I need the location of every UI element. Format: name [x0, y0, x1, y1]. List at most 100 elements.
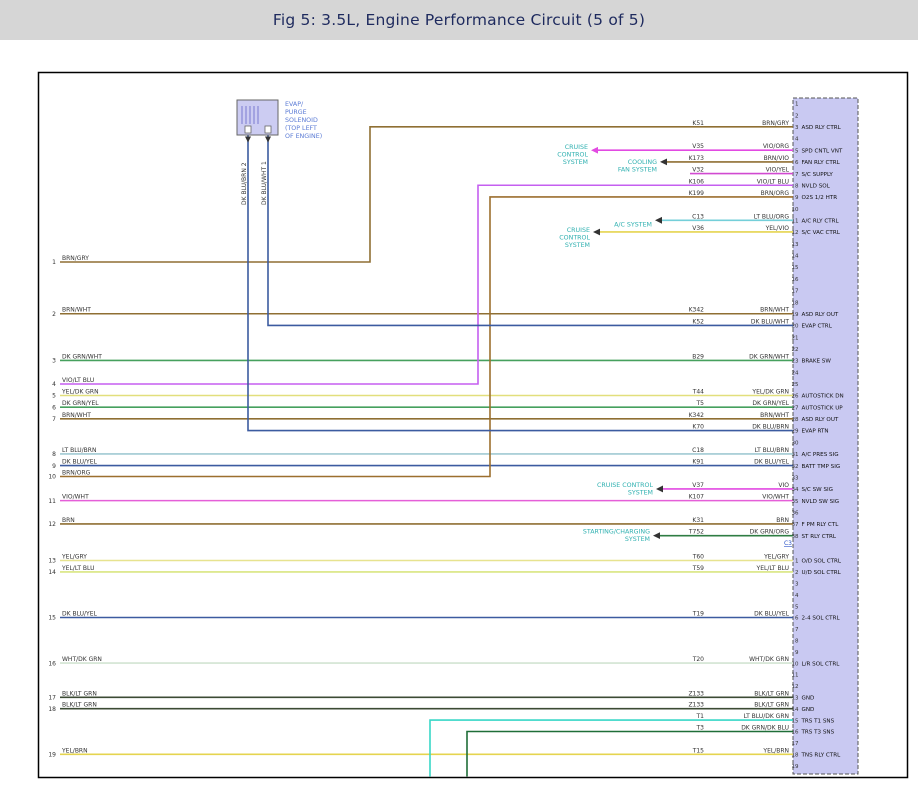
connector-pin-number: 7	[795, 627, 799, 633]
left-wire-color-label: LT BLU/BRN	[62, 447, 96, 454]
connector-pin-number: 30	[792, 440, 799, 446]
circuit-id: T59	[692, 565, 704, 572]
connector-link[interactable]: C3	[784, 540, 792, 547]
component-label: OF ENGINE)	[285, 133, 322, 140]
connector-pin-label: EVAP RTN	[802, 429, 829, 435]
connector-pin-number: 26	[792, 394, 799, 400]
circuit-id: T3	[696, 725, 705, 732]
connector-pin-number: 4	[795, 137, 799, 143]
wire-color-label: YEL/VIO	[765, 225, 790, 232]
left-wire-color-label: YEL/LT BLU	[61, 565, 94, 572]
wire-color-label: VIO/LT BLU	[757, 178, 789, 185]
wire-dk-grn-dk-blu	[466, 730, 793, 777]
wire-vio-lt-blu	[60, 184, 793, 385]
circuit-id: B29	[692, 353, 704, 360]
left-wire-color-label: DK GRN/YEL	[62, 400, 99, 407]
left-wire-color-label: BRN	[62, 517, 75, 524]
system-label: FAN SYSTEM	[618, 166, 657, 173]
system-label: CONTROL	[557, 152, 588, 159]
connector-pin-number: 11	[792, 219, 799, 225]
connector-pin-label: GND	[802, 707, 815, 713]
connector-pin-label: AUTOSTICK DN	[802, 394, 844, 400]
circuit-id: V37	[692, 482, 704, 489]
circuit-id: K173	[689, 155, 705, 162]
wire-color-label: VIO	[778, 482, 789, 489]
system-label: CRUISE	[567, 227, 590, 234]
wire-color-label: DK GRN/WHT	[749, 353, 789, 360]
system-label: CRUISE CONTROL	[597, 482, 653, 489]
system-label: SYSTEM	[625, 536, 650, 543]
connector-pin-number: 6	[795, 616, 799, 622]
connector-pin-number: 34	[792, 487, 799, 493]
circuit-id: K51	[692, 120, 704, 127]
connector-pin-number: 9	[795, 650, 799, 656]
left-wire-number: 15	[48, 615, 56, 622]
connector-pin-label: TNS RLY CTRL	[801, 753, 842, 759]
left-wire-color-label: VIO/LT BLU	[62, 377, 94, 384]
left-wire-number: 5	[52, 393, 56, 400]
left-arrow-icon	[653, 532, 660, 540]
left-arrow-icon	[656, 485, 663, 493]
circuit-id: K106	[689, 178, 705, 185]
rotated-wire-label: DK BLU/WHT 1	[261, 161, 268, 205]
wire-color-label: BLK/LT GRN	[754, 690, 789, 697]
connector-pin-number: 8	[795, 183, 799, 189]
connector-pin-label: GND	[802, 696, 815, 702]
left-wire-color-label: BLK/LT GRN	[62, 702, 97, 709]
system-label: A/C SYSTEM	[614, 221, 652, 228]
left-wire-color-label: BRN/GRY	[62, 255, 89, 262]
circuit-id: T44	[692, 389, 704, 396]
connector-pin-label: 2-4 SOL CTRL	[802, 616, 841, 622]
connector-pin-number: 1	[795, 102, 799, 108]
connector-pin-number: 33	[792, 475, 799, 481]
left-wire-number: 1	[52, 259, 56, 266]
connector-pin-number: 12	[792, 230, 799, 236]
left-wire-number: 3	[52, 358, 56, 365]
connector-pin-label: NVLD SOL	[802, 183, 831, 189]
connector-pin-number: 37	[792, 522, 799, 528]
left-wire-color-label: BRN/WHT	[62, 412, 91, 419]
system-label: COOLING	[628, 159, 657, 166]
wire-color-label: BRN/WHT	[760, 307, 789, 314]
system-label: STARTING/CHARGING	[583, 529, 650, 536]
wire-color-label: DK BLU/WHT	[751, 318, 789, 325]
wire-color-label: LT BLU/DK GRN	[744, 713, 789, 720]
connector-pin-label: A/C RLY CTRL	[802, 219, 840, 225]
diagram-frame	[37, 71, 909, 779]
connector-pin-label: S/C SUPPLY	[802, 172, 834, 178]
circuit-id: K31	[692, 517, 704, 524]
wire-color-label: BRN/GRY	[762, 120, 789, 127]
left-wire-number: 6	[52, 404, 56, 411]
component-label: (TOP LEFT	[285, 125, 317, 132]
wire-color-label: DK BLU/YEL	[754, 611, 789, 618]
circuit-id: C18	[692, 447, 704, 454]
wire-color-label: BRN/VIO	[764, 155, 790, 162]
left-wire-number: 2	[52, 311, 56, 318]
left-wire-number: 4	[52, 381, 56, 388]
system-label: SYSTEM	[565, 242, 590, 249]
wire-color-label: DK GRN/DK BLU	[741, 725, 789, 732]
connector-pin-label: ASD RLY OUT	[802, 417, 839, 423]
circuit-id: K91	[692, 459, 704, 466]
circuit-id: K52	[692, 318, 704, 325]
circuit-id: K342	[689, 412, 705, 419]
connector-pin-number: 6	[795, 160, 799, 166]
connector-pin-label: ASD RLY CTRL	[802, 125, 842, 131]
wire-color-label: DK BLU/BRN	[752, 424, 789, 431]
connector-pin-number: 14	[792, 707, 799, 713]
left-wire-number: 10	[48, 474, 56, 481]
left-wire-color-label: YEL/DK GRN	[61, 389, 99, 396]
left-wire-color-label: DK GRN/WHT	[62, 353, 102, 360]
wire-color-label: VIO/WHT	[762, 494, 789, 501]
left-arrow-icon	[591, 146, 598, 154]
wire-color-label: DK BLU/YEL	[754, 459, 789, 466]
wire-dk-blu-wht	[267, 135, 793, 327]
circuit-id: V35	[692, 143, 704, 150]
connector-pin-label: F PM RLY CTL	[802, 522, 840, 528]
figure-title: Fig 5: 3.5L, Engine Performance Circuit …	[272, 11, 646, 29]
title-bar: Fig 5: 3.5L, Engine Performance Circuit …	[0, 0, 918, 40]
left-wire-number: 18	[48, 706, 56, 713]
left-wire-number: 13	[48, 558, 56, 565]
connector-pin-number: 14	[792, 254, 799, 260]
system-label: CONTROL	[559, 234, 590, 241]
